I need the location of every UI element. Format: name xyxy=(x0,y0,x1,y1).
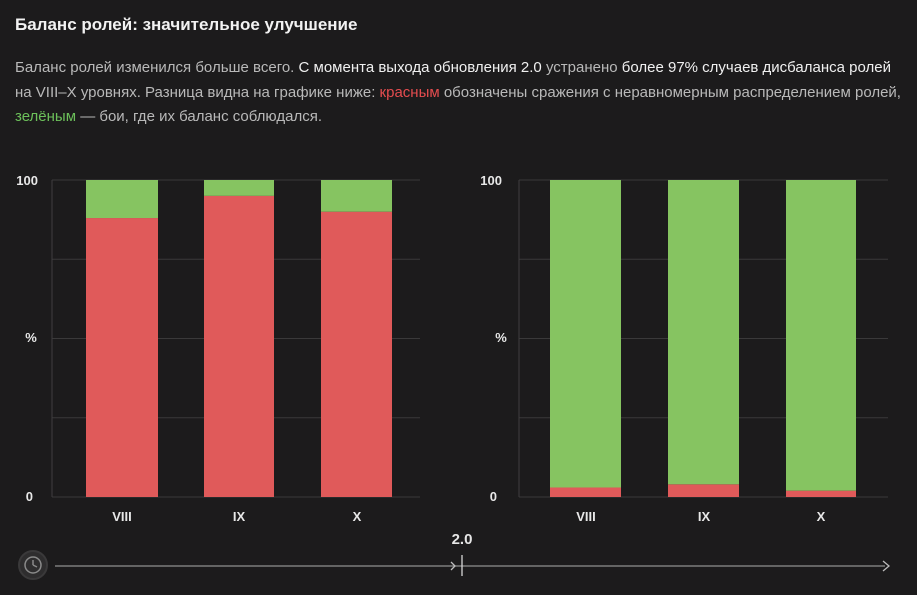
text-red-keyword: красным xyxy=(379,83,440,101)
text-highlight: более 97% случаев дисбаланса ролей xyxy=(621,59,891,76)
text-part: на VIII–X уровнях. Разница видна на граф… xyxy=(15,83,380,101)
text-part: обозначены сражения с неравномерным расп… xyxy=(439,83,901,101)
bar-IX-imbalanced xyxy=(204,195,274,497)
bar-X-balanced xyxy=(321,180,392,212)
bar-IX-balanced xyxy=(204,180,274,196)
y-tick-label: 0 xyxy=(490,489,497,504)
bar-VIII-imbalanced xyxy=(86,218,158,498)
chart-2: VIII IX X 0 100% xyxy=(480,173,888,524)
x-tick-label: IX xyxy=(233,509,246,524)
x-tick-label: X xyxy=(817,509,826,524)
x-tick-label: VIII xyxy=(112,509,132,524)
x-tick-label: VIII xyxy=(576,509,596,524)
bar-VIII-imbalanced xyxy=(550,487,621,497)
text-part: Баланс ролей изменился больше всего. xyxy=(15,59,299,76)
text-part: устранено xyxy=(541,59,622,76)
y-tick-label: 100 xyxy=(480,173,502,188)
bar-IX-balanced xyxy=(668,180,739,485)
chart-1: VIII IX X 0 100% xyxy=(16,173,420,524)
y-tick-label: 0 xyxy=(26,489,33,504)
y-axis-label: % xyxy=(495,330,507,345)
y-tick-label: 100 xyxy=(16,173,38,188)
text-part: — бои, где их баланс соблюдался. xyxy=(76,108,322,125)
bar-VIII-balanced xyxy=(550,180,621,488)
text-highlight: С момента выхода обновления 2.0 xyxy=(298,59,542,76)
text-green-keyword: зелёным xyxy=(15,108,77,125)
description-paragraph: Баланс ролей изменился больше всего. С м… xyxy=(15,56,905,130)
bar-X-balanced xyxy=(786,180,856,491)
x-tick-label: X xyxy=(353,509,362,524)
bar-X-imbalanced xyxy=(786,490,856,497)
bar-X-imbalanced xyxy=(321,211,392,497)
y-axis-label: % xyxy=(25,330,37,345)
bar-IX-imbalanced xyxy=(668,484,739,497)
bar-VIII-balanced xyxy=(86,180,158,219)
x-tick-label: IX xyxy=(698,509,711,524)
section-heading: Баланс ролей: значительное улучшение xyxy=(15,15,358,34)
